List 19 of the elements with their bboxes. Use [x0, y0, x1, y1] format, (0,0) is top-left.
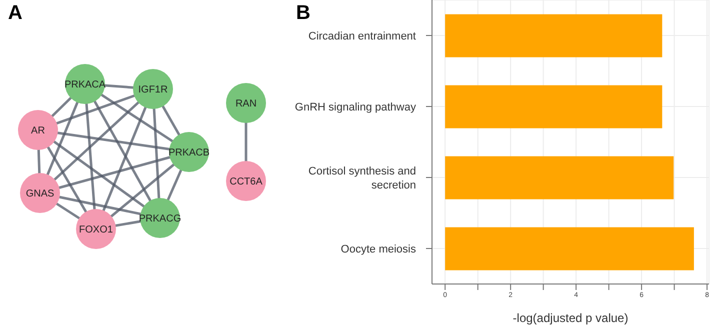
category-label: PRKACA	[64, 80, 106, 90]
category-label: AR	[31, 126, 45, 136]
bar	[445, 14, 662, 58]
y-tick-label: Cortisol synthesis and secretion	[308, 166, 416, 192]
category-label: FOXO1	[79, 224, 114, 236]
category-label: PRKACB	[168, 148, 210, 158]
x-axis-title: -log(adjusted p value)	[512, 311, 628, 325]
text: A	[8, 2, 22, 25]
bar	[445, 85, 662, 128]
category-label: IGF1R	[138, 84, 168, 96]
y-tick-label: Oocyte meiosis	[340, 244, 416, 256]
category-label: GNAS	[26, 188, 54, 200]
y-tick-label: Circadian entrainment	[308, 30, 416, 42]
bar	[445, 227, 694, 270]
bar	[445, 156, 674, 200]
y-tick-label: GnRH signaling pathway	[294, 102, 416, 114]
category-label: CCT6A	[230, 176, 263, 188]
category-label: RAN	[235, 98, 257, 110]
chart-title: B	[296, 2, 310, 25]
